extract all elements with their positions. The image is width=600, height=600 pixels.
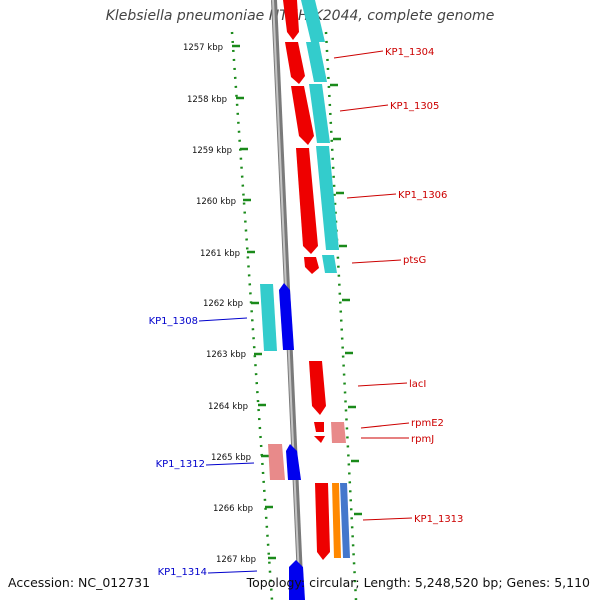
tick-label-1263: 1263 kbp [206,350,246,360]
gene-laci[interactable] [309,361,326,415]
tick-label-1262: 1262 kbp [203,299,243,309]
pseudo-gene-rpme2 [331,422,346,443]
gene-kp1-1304[interactable] [285,42,305,84]
gene-kp1-1313-orange [332,483,341,558]
genome-summary-text: Topology: circular; Length: 5,248,520 bp… [246,575,590,590]
gene-label-kp1-1306: KP1_1306 [398,190,447,201]
gene-label-kp1-1304: KP1_1304 [385,47,434,58]
gene-kp1-1313[interactable] [315,483,330,560]
gene-label-kp1-1308: KP1_1308 [149,316,198,327]
accession-text: Accession: NC_012731 [8,575,151,590]
gene-kp1-1314[interactable] [289,560,305,600]
cds-band-kp1-1306 [316,146,339,250]
ruler-right-edge [324,31,358,600]
gene-kp1-1305[interactable] [291,86,314,145]
gene-kp1-1308[interactable] [279,283,294,350]
pseudo-gene-kp1-1312 [268,444,285,480]
gene-label-kp1-1314: KP1_1314 [158,567,207,578]
cds-band-kp1-1305 [309,84,330,143]
cds-band-kp1-1308 [260,284,277,351]
tick-label-1258: 1258 kbp [187,95,227,105]
tick-label-1261: 1261 kbp [200,249,240,259]
tick-label-1257: 1257 kbp [183,43,223,53]
gene-label-ptsg: ptsG [403,255,426,266]
gene-label-kp1-1305: KP1_1305 [390,101,439,112]
gene-kp1-1306[interactable] [296,148,318,254]
gene-label-rpme2: rpmE2 [411,418,444,429]
cds-band-kp1-1304 [306,42,327,82]
label-leaders-forward [333,50,413,521]
gene-label-kp1-1313: KP1_1313 [414,514,463,525]
tick-label-1259: 1259 kbp [192,146,232,156]
ruler-tick-labels: 1257 kbp 1258 kbp 1259 kbp 1260 kbp 1261… [183,43,256,565]
tick-label-1266: 1266 kbp [213,504,253,514]
gene-rpmj[interactable] [314,436,325,443]
gene-kp1-1313-steel [340,483,350,558]
tick-label-1265: 1265 kbp [211,453,251,463]
gene-labels-reverse: KP1_1308 KP1_1312 KP1_1314 [149,316,207,578]
cds-band-ptsg [322,255,337,273]
ruler-tick-marks [232,44,362,560]
gene-labels-forward: KP1_1304 KP1_1305 KP1_1306 ptsG lacI rpm… [385,47,463,525]
gene-kp1-1312[interactable] [286,444,301,480]
page-title: Klebsiella pneumoniae NTUH-K2044, comple… [105,8,495,24]
tick-label-1264: 1264 kbp [208,402,248,412]
tick-label-1260: 1260 kbp [196,197,236,207]
gene-label-kp1-1312: KP1_1312 [156,459,205,470]
gene-label-rpmj: rpmJ [411,434,434,445]
tick-label-1267: 1267 kbp [216,555,256,565]
gene-label-laci: lacI [409,379,426,390]
gene-rpme2[interactable] [314,422,324,432]
gene-ptsg[interactable] [304,257,319,274]
gene-top-partial [283,0,299,40]
label-leaders-reverse [198,317,258,574]
cds-band-top [301,0,325,42]
